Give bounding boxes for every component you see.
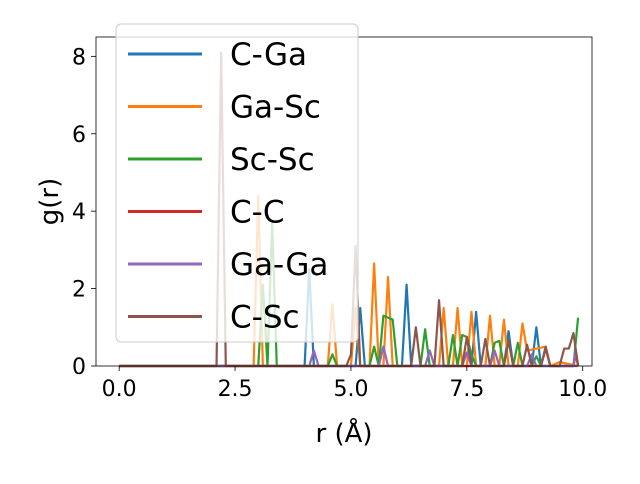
- x-tick-label: 10.0: [558, 377, 607, 402]
- legend: C-Ga Ga-Sc Sc-Sc C-C Ga-Ga C-Sc: [115, 23, 359, 343]
- y-tick-label: 8: [72, 45, 86, 70]
- y-tick-label: 2: [72, 278, 86, 303]
- y-axis-ticks: 0 2 4 6 8: [72, 45, 96, 380]
- x-tick-label: 2.5: [218, 377, 253, 402]
- y-axis-label: g(r): [35, 178, 65, 225]
- legend-label: Ga-Ga: [230, 247, 328, 283]
- x-tick-label: 5.0: [333, 377, 368, 402]
- legend-label: C-Sc: [230, 300, 300, 336]
- x-axis-label: r (Å): [315, 417, 372, 449]
- legend-label: Ga-Sc: [230, 90, 321, 126]
- y-tick-label: 4: [72, 200, 86, 225]
- y-tick-label: 0: [72, 355, 86, 380]
- x-tick-label: 7.5: [449, 377, 484, 402]
- legend-label: C-Ga: [230, 37, 307, 73]
- legend-label: C-C: [230, 195, 284, 231]
- y-tick-label: 6: [72, 123, 86, 148]
- legend-label: Sc-Sc: [230, 142, 315, 178]
- x-tick-label: 0.0: [102, 377, 137, 402]
- x-axis-ticks: 0.0 2.5 5.0 7.5 10.0: [102, 366, 607, 402]
